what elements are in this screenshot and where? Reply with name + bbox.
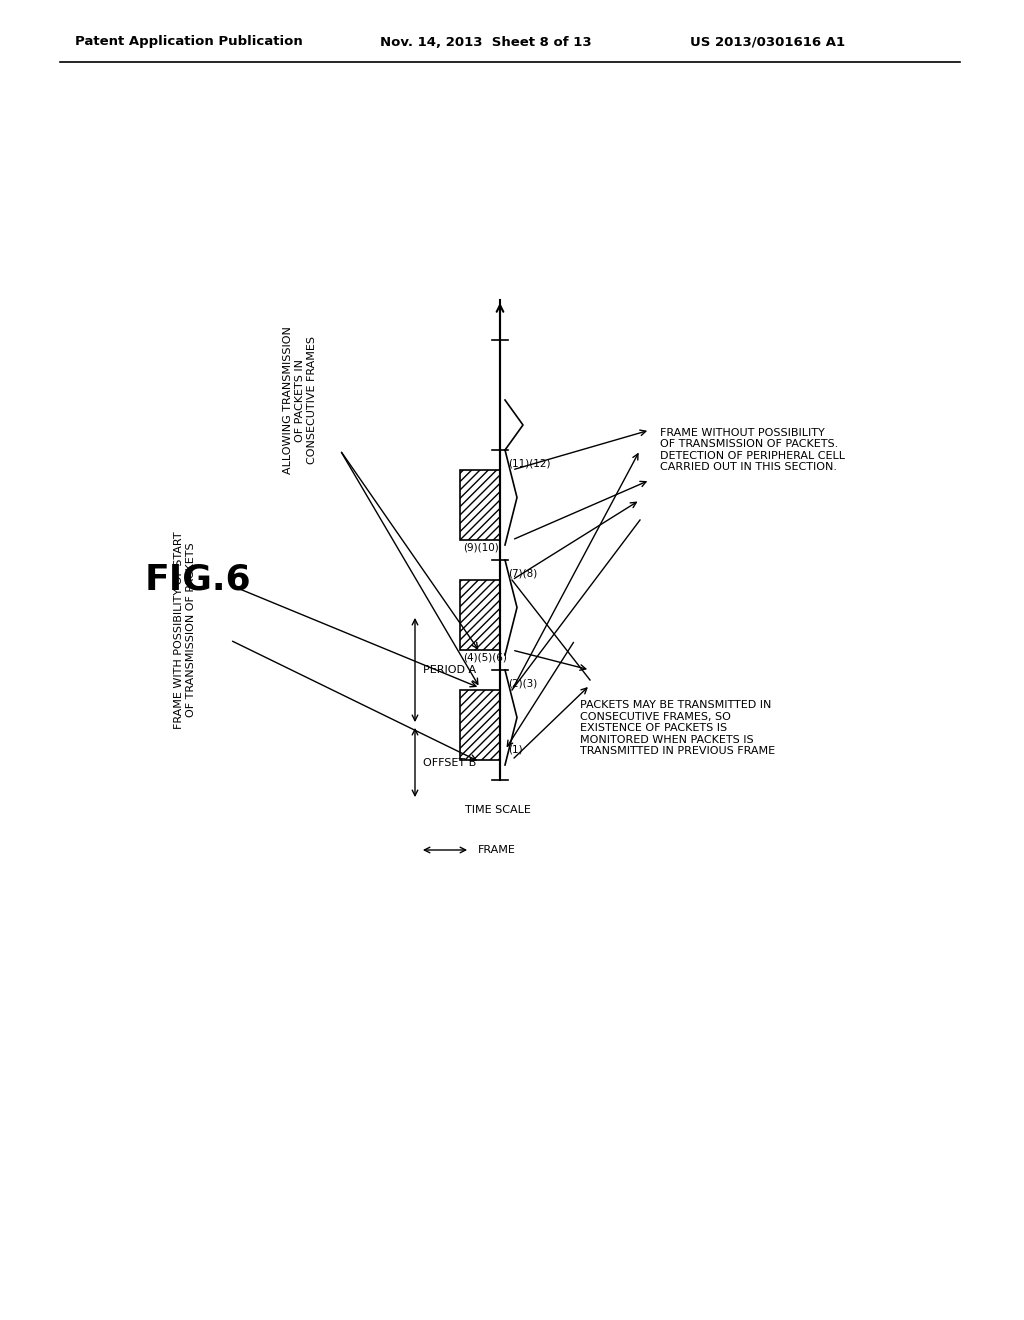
Text: Patent Application Publication: Patent Application Publication	[75, 36, 303, 49]
Text: FRAME: FRAME	[478, 845, 516, 855]
Bar	[460, 579, 500, 649]
Text: OFFSET B: OFFSET B	[423, 758, 476, 767]
Text: FRAME WITH POSSIBILITY OF START
OF TRANSMISSION OF PACKETS: FRAME WITH POSSIBILITY OF START OF TRANS…	[174, 531, 196, 729]
Text: FRAME WITHOUT POSSIBILITY
OF TRANSMISSION OF PACKETS.
DETECTION OF PERIPHERAL CE: FRAME WITHOUT POSSIBILITY OF TRANSMISSIO…	[660, 428, 845, 473]
Text: (7)(8): (7)(8)	[508, 568, 538, 578]
Text: (1): (1)	[508, 744, 522, 755]
Text: (9)(10): (9)(10)	[463, 543, 499, 552]
Text: PERIOD A: PERIOD A	[423, 665, 476, 675]
Text: Nov. 14, 2013  Sheet 8 of 13: Nov. 14, 2013 Sheet 8 of 13	[380, 36, 592, 49]
Text: (4)(5)(6): (4)(5)(6)	[463, 652, 507, 663]
Text: PACKETS MAY BE TRANSMITTED IN
CONSECUTIVE FRAMES, SO
EXISTENCE OF PACKETS IS
MON: PACKETS MAY BE TRANSMITTED IN CONSECUTIV…	[580, 700, 775, 756]
Bar	[460, 470, 500, 540]
Text: US 2013/0301616 A1: US 2013/0301616 A1	[690, 36, 845, 49]
Text: ALLOWING TRANSMISSION
OF PACKETS IN
CONSECUTIVE FRAMES: ALLOWING TRANSMISSION OF PACKETS IN CONS…	[284, 326, 316, 474]
Text: FIG.6: FIG.6	[145, 564, 252, 597]
Text: (2)(3): (2)(3)	[508, 678, 538, 688]
Bar	[460, 690, 500, 760]
Text: (11)(12): (11)(12)	[508, 458, 551, 469]
Text: TIME SCALE: TIME SCALE	[465, 805, 530, 814]
